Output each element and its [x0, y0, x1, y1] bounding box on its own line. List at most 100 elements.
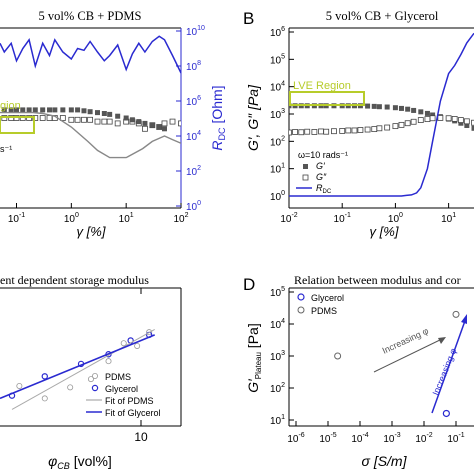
b-gpp-point	[345, 127, 352, 134]
a-gp-point	[52, 107, 58, 113]
a-x-tick-label: 10-1	[8, 212, 25, 225]
panel-a-plot-area	[0, 35, 181, 159]
panel-c-plot-area	[0, 328, 156, 410]
b-gpp-point	[298, 129, 305, 136]
pdms-trend-arrowhead	[438, 337, 446, 344]
b-gp-point	[418, 109, 424, 115]
a-gprime-curve	[0, 111, 181, 159]
c-pdms-point	[134, 342, 141, 349]
a-gpp-point	[68, 116, 75, 123]
b-gpp-point	[471, 119, 474, 126]
legend-label-gp: G′	[316, 161, 325, 171]
b-y-tick-label: 102	[270, 135, 285, 148]
b-gp-point	[398, 105, 404, 111]
panel-d-plot-area	[334, 310, 460, 418]
a-gp-point	[123, 115, 129, 121]
a-gp-point	[136, 119, 142, 125]
d-x-tick-label: 10-5	[319, 432, 336, 445]
b-gpp-point	[463, 118, 470, 125]
b-y-tick-label: 104	[270, 81, 285, 94]
a-gp-point	[101, 111, 107, 116]
a-gpp-point	[87, 116, 94, 123]
c-pdms-point	[16, 382, 23, 389]
c-pdms-point	[146, 329, 153, 336]
c-glycerol-point	[41, 373, 48, 380]
b-rdc-line	[289, 32, 474, 197]
b-y-tick-label: 101	[270, 163, 285, 176]
b-gpp-point	[351, 127, 358, 134]
panel-d-x-label: σ [S/m]	[361, 453, 407, 469]
legend-label-fit-glycerol: Fit of Glycerol	[105, 408, 161, 418]
pdms-trend-arrow	[373, 337, 445, 373]
panel-a-x-ticks: 10-1 100 101 102	[8, 203, 189, 225]
a-gpp-point	[106, 118, 113, 125]
a-gpp-point	[169, 118, 176, 125]
panel-d-letter: D	[243, 275, 255, 294]
d-glycerol-point	[442, 409, 450, 418]
panel-b-omega-label: ω=10 rads⁻¹	[298, 150, 348, 160]
legend-marker-glycerol-d	[297, 293, 305, 301]
a-gp-point	[60, 107, 66, 113]
a-gpp-point	[81, 116, 87, 123]
b-gp-point	[430, 112, 436, 118]
b-gpp-point	[417, 117, 424, 123]
panel-d-x-ticks: 10-6 10-5 10-4 10-3 10-2 10-1	[287, 421, 465, 445]
a-x-tick-label: 100	[64, 212, 79, 225]
a-gp-point	[129, 117, 135, 123]
a-gpp-point	[59, 115, 66, 121]
b-gpp-point	[311, 129, 318, 135]
b-gpp-point	[376, 125, 383, 132]
b-gpp-point	[392, 123, 399, 130]
a-gp-point	[68, 107, 74, 113]
panel-c-x-tick-label: 10	[134, 430, 148, 444]
b-gpp-point	[371, 126, 378, 133]
a-gp-point	[40, 107, 46, 113]
panel-d-y-label: G′Plateau [Pa]	[245, 323, 263, 392]
d-y-tick-label: 102	[270, 382, 285, 395]
panel-a-right-ticks: 100 102 104 106 108 1010	[176, 25, 205, 213]
panel-c-title: ent dependent storage modulus	[0, 273, 149, 287]
b-gp-point	[424, 110, 430, 116]
legend-label-rdc: RDC	[316, 183, 332, 195]
b-gp-point	[376, 104, 382, 110]
b-gp-point	[411, 107, 417, 113]
b-gp-point	[464, 122, 470, 128]
b-gpp-point	[364, 126, 371, 133]
d-y-tick-label: 104	[270, 318, 285, 331]
a-gp-point	[32, 107, 38, 113]
b-gp-point	[458, 120, 464, 126]
b-gpp-point	[292, 129, 298, 135]
a-right-tick-label: 104	[186, 130, 201, 143]
a-gpp-point	[74, 116, 81, 123]
a-right-tick-label: 106	[186, 95, 201, 108]
c-pdms-point	[41, 395, 48, 402]
panel-b-y-label: G′, G″ [Pa]	[245, 84, 261, 151]
annotation-glycerol: Increasing φ	[431, 347, 459, 397]
a-gp-point	[107, 111, 113, 117]
a-gp-point	[156, 124, 162, 130]
b-gp-point	[471, 125, 474, 131]
c-pdms-point	[67, 384, 74, 391]
a-gp-point	[20, 107, 26, 113]
a-x-tick-label: 101	[119, 212, 134, 225]
panel-b: B 5 vol% CB + Glycerol 10-2 10-1 100 101 10…	[243, 9, 474, 239]
a-gpp-point	[142, 125, 148, 132]
b-x-tick-label: 100	[388, 212, 403, 225]
a-gp-point	[87, 109, 93, 115]
b-gpp-point	[410, 118, 417, 125]
panel-b-title: 5 vol% CB + Glycerol	[326, 9, 439, 23]
a-gp-point	[1, 107, 7, 113]
c-pdms-point	[105, 358, 112, 365]
b-y-tick-label: 106	[270, 26, 285, 39]
panel-a-lve-box	[0, 116, 35, 134]
legend-marker-pdms-d	[297, 306, 305, 314]
panel-a-lve-label: gion	[0, 100, 21, 112]
c-pdms-point	[120, 340, 127, 347]
d-x-tick-label: 10-4	[351, 432, 368, 445]
glycerol-trend-arrowhead	[461, 314, 467, 324]
d-pdms-point	[452, 310, 460, 318]
c-pdms-point	[87, 376, 94, 383]
a-gp-point	[75, 107, 81, 113]
panel-a-title: 5 vol% CB + PDMS	[39, 9, 142, 23]
b-gpp-point	[304, 128, 311, 135]
